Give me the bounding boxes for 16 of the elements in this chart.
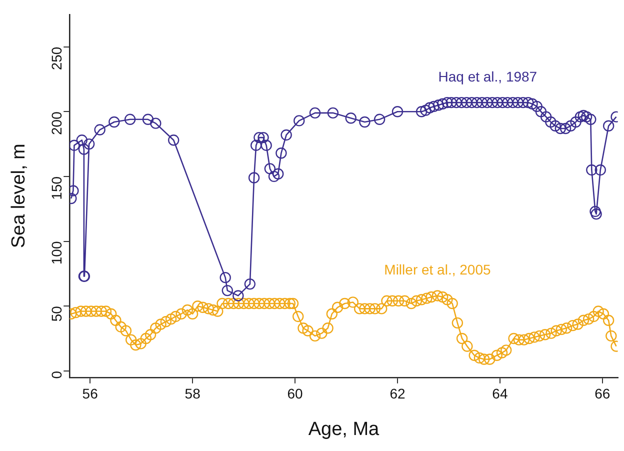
- y-tick-label: 200: [48, 111, 64, 135]
- series-label: Miller et al., 2005: [384, 262, 491, 278]
- x-tick-label: 60: [287, 386, 304, 402]
- y-axis-title: Sea level, m: [8, 144, 30, 248]
- x-tick-label: 58: [184, 386, 201, 402]
- x-axis-title: Age, Ma: [308, 418, 380, 440]
- y-tick-label: 150: [48, 176, 64, 200]
- y-tick-label: 50: [48, 306, 64, 322]
- series-label: Haq et al., 1987: [438, 68, 538, 84]
- y-tick-label: 100: [48, 241, 64, 265]
- y-tick-label: 250: [48, 46, 64, 70]
- x-tick-label: 66: [594, 386, 610, 402]
- y-tick-label: 0: [48, 370, 64, 379]
- x-tick-label: 62: [390, 386, 406, 402]
- x-tick-label: 56: [82, 386, 98, 402]
- x-tick-label: 64: [492, 386, 508, 402]
